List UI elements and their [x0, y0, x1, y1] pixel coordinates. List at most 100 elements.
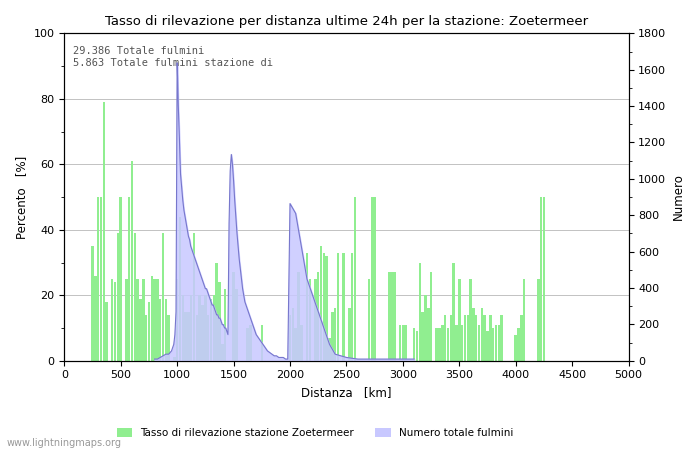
Bar	[184, 311, 187, 361]
Bar	[114, 282, 116, 361]
Bar	[173, 357, 176, 361]
Bar	[106, 302, 108, 361]
Text: www.lightningmaps.org: www.lightningmaps.org	[7, 438, 122, 448]
Bar	[190, 295, 193, 361]
Bar	[402, 325, 404, 361]
Bar	[447, 328, 449, 361]
Bar	[176, 279, 178, 361]
Title: Tasso di rilevazione per distanza ultime 24h per la stazione: Zoetermeer: Tasso di rilevazione per distanza ultime…	[105, 15, 588, 28]
Bar	[117, 233, 119, 361]
Bar	[295, 328, 297, 361]
Bar	[235, 289, 237, 361]
Bar	[444, 315, 447, 361]
Bar	[134, 233, 136, 361]
Bar	[452, 262, 455, 361]
Legend: Tasso di rilevazione stazione Zoetermeer, Numero totale fulmini: Tasso di rilevazione stazione Zoetermeer…	[113, 424, 517, 442]
Y-axis label: Numero: Numero	[672, 174, 685, 220]
Bar	[320, 246, 322, 361]
Bar	[196, 315, 198, 361]
Bar	[441, 325, 444, 361]
Bar	[542, 197, 545, 361]
Bar	[314, 279, 316, 361]
Bar	[125, 279, 127, 361]
Bar	[246, 328, 249, 361]
Bar	[309, 279, 311, 361]
Bar	[421, 311, 424, 361]
Bar	[540, 197, 542, 361]
Bar	[216, 262, 218, 361]
Bar	[218, 282, 220, 361]
Bar	[481, 308, 483, 361]
Bar	[520, 315, 523, 361]
Bar	[167, 315, 170, 361]
Bar	[393, 272, 395, 361]
Bar	[131, 161, 133, 361]
Bar	[159, 298, 162, 361]
Bar	[162, 233, 164, 361]
Bar	[139, 298, 141, 361]
Bar	[221, 344, 223, 361]
Bar	[455, 325, 458, 361]
Bar	[342, 253, 345, 361]
Bar	[193, 233, 195, 361]
Bar	[204, 295, 206, 361]
Bar	[260, 325, 263, 361]
Bar	[156, 279, 159, 361]
Bar	[424, 295, 427, 361]
Bar	[489, 315, 491, 361]
Bar	[249, 325, 252, 361]
Bar	[475, 315, 477, 361]
Bar	[326, 256, 328, 361]
Bar	[331, 311, 334, 361]
Bar	[224, 289, 226, 361]
Bar	[523, 279, 526, 361]
X-axis label: Distanza   [km]: Distanza [km]	[301, 386, 392, 399]
Bar	[419, 262, 421, 361]
Bar	[298, 272, 300, 361]
Bar	[120, 197, 122, 361]
Bar	[202, 305, 204, 361]
Bar	[187, 311, 190, 361]
Bar	[478, 325, 480, 361]
Bar	[473, 308, 475, 361]
Bar	[128, 197, 130, 361]
Bar	[391, 272, 393, 361]
Bar	[153, 279, 156, 361]
Bar	[399, 325, 401, 361]
Bar	[150, 275, 153, 361]
Bar	[458, 279, 461, 361]
Bar	[164, 298, 167, 361]
Bar	[466, 315, 469, 361]
Y-axis label: Percento   [%]: Percento [%]	[15, 155, 28, 239]
Bar	[469, 279, 472, 361]
Bar	[449, 315, 452, 361]
Bar	[517, 328, 520, 361]
Bar	[232, 272, 234, 361]
Bar	[368, 279, 370, 361]
Bar	[323, 253, 325, 361]
Bar	[337, 253, 340, 361]
Bar	[498, 325, 500, 361]
Bar	[484, 315, 486, 361]
Bar	[111, 279, 113, 361]
Bar	[413, 328, 415, 361]
Bar	[427, 308, 430, 361]
Bar	[306, 253, 308, 361]
Bar	[102, 102, 105, 361]
Bar	[537, 279, 540, 361]
Bar	[354, 197, 356, 361]
Bar	[136, 279, 139, 361]
Bar	[500, 315, 503, 361]
Bar	[351, 253, 354, 361]
Bar	[435, 328, 438, 361]
Bar	[388, 272, 390, 361]
Bar	[495, 325, 497, 361]
Bar	[405, 325, 407, 361]
Bar	[300, 325, 302, 361]
Bar	[210, 298, 212, 361]
Text: 29.386 Totale fulmini
5.863 Totale fulmini stazione di: 29.386 Totale fulmini 5.863 Totale fulmi…	[73, 46, 273, 68]
Bar	[178, 216, 181, 361]
Bar	[145, 315, 147, 361]
Bar	[207, 315, 209, 361]
Bar	[492, 328, 494, 361]
